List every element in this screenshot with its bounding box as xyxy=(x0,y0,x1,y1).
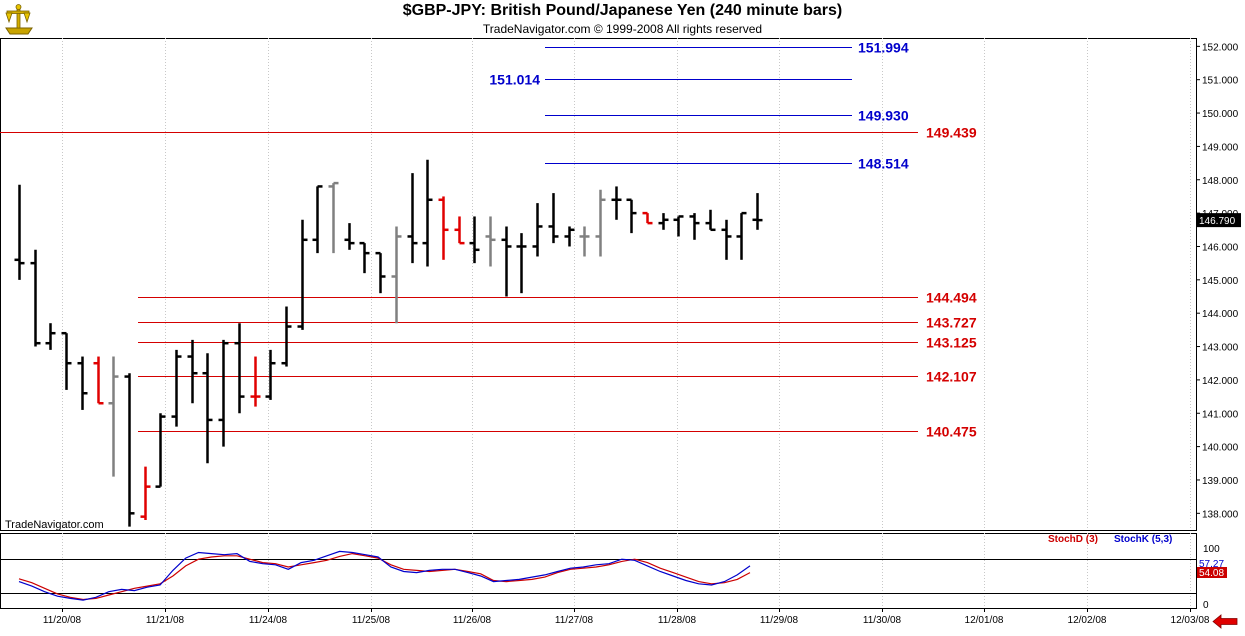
x-tick-label: 11/26/08 xyxy=(453,615,492,626)
level-label: 151.014 xyxy=(489,72,540,88)
x-tick-label: 11/24/08 xyxy=(249,615,288,626)
price-pane-frame xyxy=(0,38,1197,531)
y-tick-label: 148.000 xyxy=(1202,176,1239,187)
level-label: 144.494 xyxy=(926,290,977,306)
x-tick-label: 11/28/08 xyxy=(658,615,697,626)
y-tick-label: 152.000 xyxy=(1202,42,1239,53)
stochk-readout: 57.27 xyxy=(1199,559,1224,570)
x-tick-label: 11/25/08 xyxy=(352,615,391,626)
stochk-legend: StochK (5,3) xyxy=(1114,534,1173,545)
last-price-label: 146.790 xyxy=(1199,216,1236,227)
stoch-series-line xyxy=(18,550,751,601)
copyright-subtitle: TradeNavigator.com © 1999-2008 All right… xyxy=(482,22,763,36)
y-tick-label: 144.000 xyxy=(1202,309,1239,320)
trade-navigator-logo-icon xyxy=(5,4,33,35)
stoch-y-tick-label: 0 xyxy=(1203,600,1209,611)
stochd-legend: StochD (3) xyxy=(1048,534,1098,545)
scroll-left-arrow-icon[interactable] xyxy=(1212,614,1238,629)
x-tick-label: 11/27/08 xyxy=(555,615,594,626)
y-tick-label: 138.000 xyxy=(1202,509,1239,520)
x-tick-label: 12/03/08 xyxy=(1171,615,1210,626)
x-tick-label: 11/29/08 xyxy=(760,615,799,626)
y-tick-label: 149.000 xyxy=(1202,142,1239,153)
level-label: 140.475 xyxy=(926,424,977,440)
level-label: 142.107 xyxy=(926,369,977,385)
y-tick-label: 150.000 xyxy=(1202,109,1239,120)
level-label: 149.930 xyxy=(858,108,909,124)
y-tick-label: 139.000 xyxy=(1202,476,1239,487)
y-tick-label: 145.000 xyxy=(1202,276,1239,287)
stoch-series-line xyxy=(18,552,751,601)
x-tick-label: 11/30/08 xyxy=(863,615,902,626)
x-tick-label: 12/02/08 xyxy=(1068,615,1107,626)
level-label: 143.727 xyxy=(926,315,977,331)
level-label: 151.994 xyxy=(858,40,909,56)
x-tick-label: 11/20/08 xyxy=(43,615,82,626)
x-tick-label: 12/01/08 xyxy=(965,615,1004,626)
x-tick-label: 11/21/08 xyxy=(146,615,185,626)
y-tick-label: 141.000 xyxy=(1202,409,1239,420)
stoch-pane-frame xyxy=(0,533,1197,609)
level-label: 149.439 xyxy=(926,125,977,141)
stoch-y-tick-label: 100 xyxy=(1203,544,1220,555)
level-label: 143.125 xyxy=(926,335,977,351)
level-label: 148.514 xyxy=(858,156,909,172)
stochd-readout: 54.08 xyxy=(1199,568,1224,579)
y-tick-label: 151.000 xyxy=(1202,76,1239,87)
y-tick-label: 142.000 xyxy=(1202,376,1239,387)
y-tick-label: 146.000 xyxy=(1202,242,1239,253)
last-price-tag xyxy=(1197,213,1241,228)
stoch-readout-red-bg xyxy=(1197,567,1227,578)
watermark-text: TradeNavigator.com xyxy=(5,519,104,531)
y-tick-label: 140.000 xyxy=(1202,443,1239,454)
y-tick-label: 143.000 xyxy=(1202,343,1239,354)
chart-title: $GBP-JPY: British Pound/Japanese Yen (24… xyxy=(402,2,843,19)
